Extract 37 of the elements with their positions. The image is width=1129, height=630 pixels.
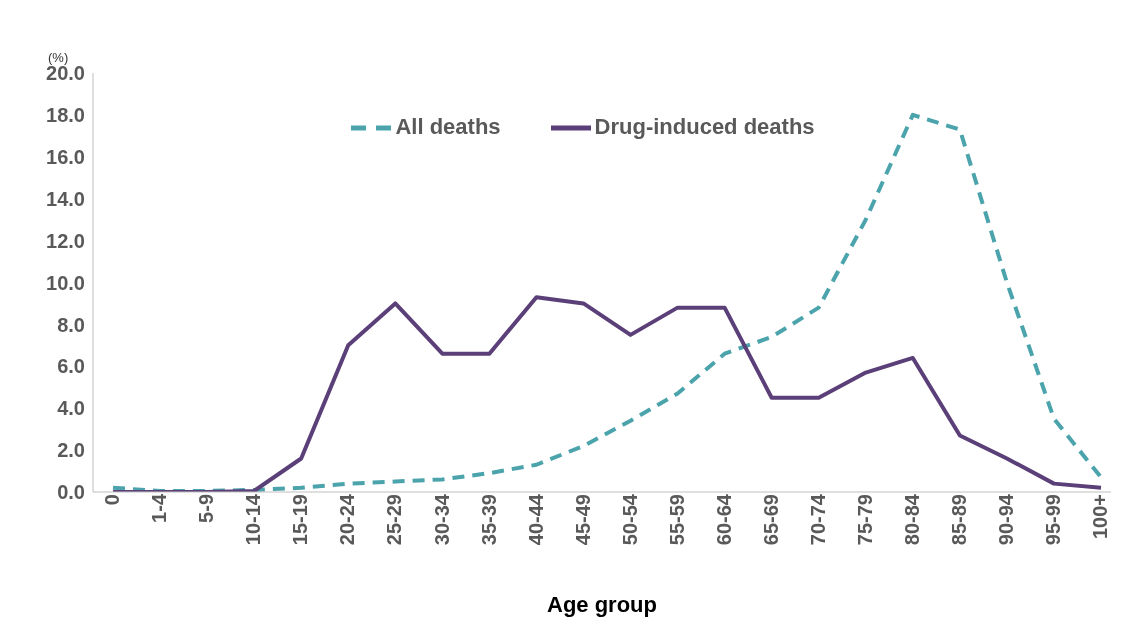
x-tick-label: 50-54 — [618, 493, 641, 546]
x-tick-label: 30-34 — [430, 493, 453, 546]
x-tick-label: 5-9 — [195, 494, 218, 523]
x-tick-label: 15-19 — [289, 494, 312, 546]
y-tick-label: 18.0 — [46, 104, 85, 126]
y-tick-label: 2.0 — [57, 439, 85, 462]
x-tick-label: 85-89 — [948, 494, 971, 546]
x-tick-label: 60-64 — [712, 493, 735, 546]
y-tick-label: 8.0 — [57, 313, 85, 336]
x-tick-label: 100+ — [1089, 494, 1112, 540]
x-tick-label: 20-24 — [336, 493, 359, 546]
y-tick-label: 0.0 — [57, 481, 85, 504]
y-tick-label: 14.0 — [46, 187, 85, 210]
line-series — [111, 112, 1103, 492]
x-tick-label: 75-79 — [853, 494, 876, 546]
y-tick-label: 4.0 — [57, 397, 85, 420]
x-tick-label: 70-74 — [806, 493, 829, 546]
x-tick-label: 10-14 — [242, 493, 265, 546]
x-tick-label: 35-39 — [477, 494, 500, 546]
x-tick-label: 55-59 — [665, 494, 688, 546]
x-tick-label: 40-44 — [524, 493, 547, 546]
x-tick-label: 95-99 — [1042, 494, 1065, 546]
line-series — [111, 295, 1103, 492]
y-tick-label: 6.0 — [57, 355, 85, 378]
y-tick-label: 12.0 — [46, 229, 85, 252]
x-tick-label: 90-94 — [995, 493, 1018, 546]
x-tick-label: 80-84 — [901, 493, 924, 546]
x-tick-label: 0 — [101, 494, 124, 506]
y-tick-label: 16.0 — [46, 145, 85, 168]
legend-label: All deaths — [395, 113, 501, 139]
x-tick-label: 65-69 — [759, 494, 782, 546]
x-tick-label: 25-29 — [383, 494, 406, 546]
x-tick-label: 1-4 — [148, 493, 171, 523]
y-tick-label: 10.0 — [46, 271, 85, 294]
x-tick-label: 45-49 — [571, 494, 594, 546]
x-axis-title: Age group — [547, 592, 657, 617]
legend-label: Drug-induced deaths — [594, 113, 815, 139]
